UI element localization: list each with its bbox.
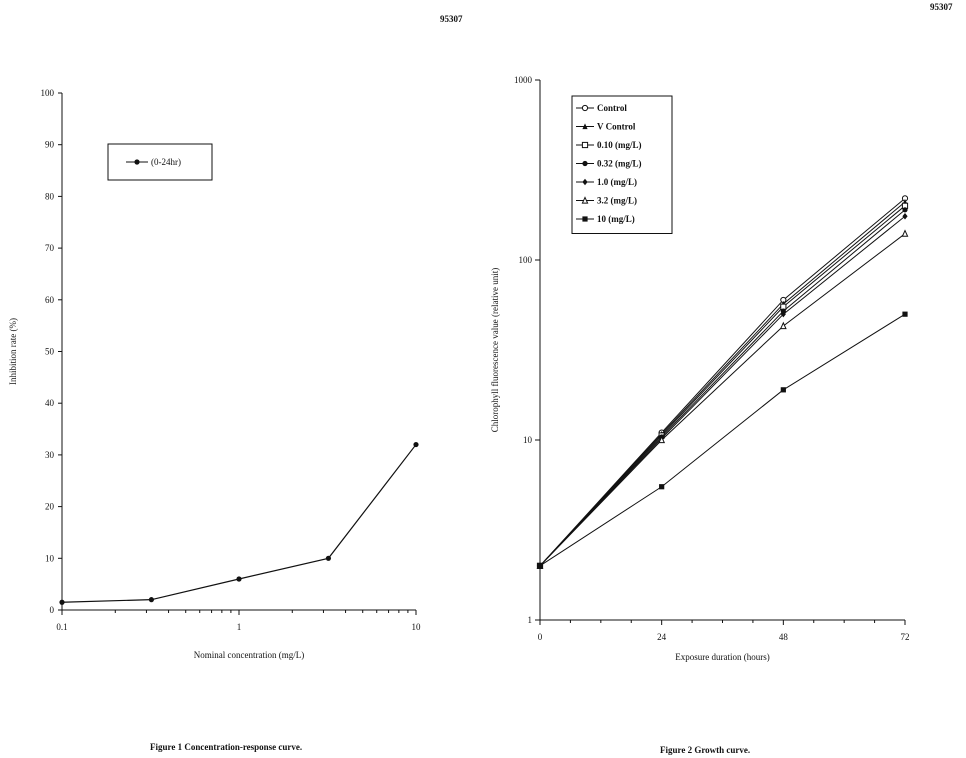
data-point (658, 435, 666, 444)
legend-label: Control (597, 103, 627, 113)
y-tick-label: 50 (45, 347, 55, 357)
series-line (539, 209, 906, 567)
y-axis-label: Inhibition rate (%) (8, 318, 18, 385)
legend-label: 0.10 (mg/L) (597, 140, 642, 150)
data-point (902, 207, 908, 213)
data-point (59, 599, 65, 605)
legend-marker (134, 159, 140, 165)
y-tick-label: 60 (45, 295, 55, 305)
y-tick-label: 1000 (514, 75, 533, 85)
figure2-caption: Figure 2 Growth curve. (660, 745, 751, 755)
y-tick-label: 0 (50, 605, 55, 615)
data-point (902, 213, 908, 220)
x-tick-label: 72 (901, 632, 910, 642)
data-point (413, 441, 419, 448)
page-number-left: 95307 (440, 14, 463, 24)
legend-label: 1.0 (mg/L) (597, 177, 637, 187)
series (537, 207, 908, 569)
series-line (539, 313, 906, 567)
y-tick-label: 10 (45, 553, 55, 563)
series (537, 311, 908, 569)
concentration-response-chart: 0 10 20 30 40 50 60 70 80 90 100 0.1 1 10 Nominal conc… (8, 88, 422, 660)
series-line (539, 205, 906, 567)
series-line (539, 233, 906, 567)
y-tick-label: 80 (45, 191, 55, 201)
legend-marker (581, 196, 589, 204)
legend-box (571, 95, 673, 234)
y-tick-label: 100 (519, 255, 533, 265)
y-tick-label: 70 (45, 243, 55, 253)
series (536, 202, 909, 569)
legend-marker (581, 104, 589, 112)
x-tick-label: 0.1 (56, 622, 67, 632)
growth-curve-chart: 1 10 100 1000 0 24 48 72 Exposure duration (hour… (490, 75, 910, 662)
x-axis-label: Exposure duration (hours) (675, 652, 769, 662)
legend-marker (582, 123, 588, 130)
figure1-caption: Figure 1 Concentration-response curve. (150, 742, 303, 752)
y-tick-label: 90 (45, 140, 55, 150)
legend-marker (582, 216, 588, 222)
legend-box (107, 143, 213, 181)
data-point (325, 555, 332, 561)
legend-marker (582, 178, 588, 186)
y-tick-label: 30 (45, 450, 55, 460)
data-point (659, 484, 665, 490)
x-tick-label: 10 (412, 622, 422, 632)
x-tick-label: 24 (657, 632, 667, 642)
x-axis-label: Nominal concentration (mg/L) (194, 650, 304, 660)
data-point (236, 576, 242, 582)
legend-label: 0.32 (mg/L) (597, 159, 642, 169)
x-tick-label: 0 (538, 632, 543, 642)
x-tick-label: 48 (779, 632, 789, 642)
y-tick-label: 100 (41, 88, 55, 98)
data-point (901, 229, 909, 237)
series-line (539, 215, 906, 567)
y-tick-label: 10 (523, 435, 533, 445)
data-point (537, 563, 543, 569)
series-line (539, 201, 906, 567)
series (536, 229, 909, 569)
series (536, 195, 909, 569)
legend-marker (582, 160, 588, 167)
legend-label: V Control (597, 122, 636, 132)
legend-label: 3.2 (mg/L) (597, 196, 637, 206)
data-point (780, 387, 786, 393)
data-point (779, 321, 787, 330)
y-tick-label: 20 (45, 502, 55, 512)
y-axis-label: Chlorophyll fluorescence value (relative… (490, 268, 500, 432)
legend-label: (0-24hr) (151, 157, 181, 167)
data-point (902, 311, 908, 317)
x-tick-label: 1 (237, 622, 242, 632)
legend-label: 10 (mg/L) (597, 214, 635, 224)
y-tick-label: 1 (528, 615, 533, 625)
page-number-right: 95307 (930, 2, 953, 12)
data-point (780, 310, 786, 318)
series (537, 213, 908, 570)
series-line (539, 197, 906, 567)
legend-marker (581, 141, 589, 149)
y-tick-label: 40 (45, 398, 55, 408)
data-point (148, 597, 155, 603)
